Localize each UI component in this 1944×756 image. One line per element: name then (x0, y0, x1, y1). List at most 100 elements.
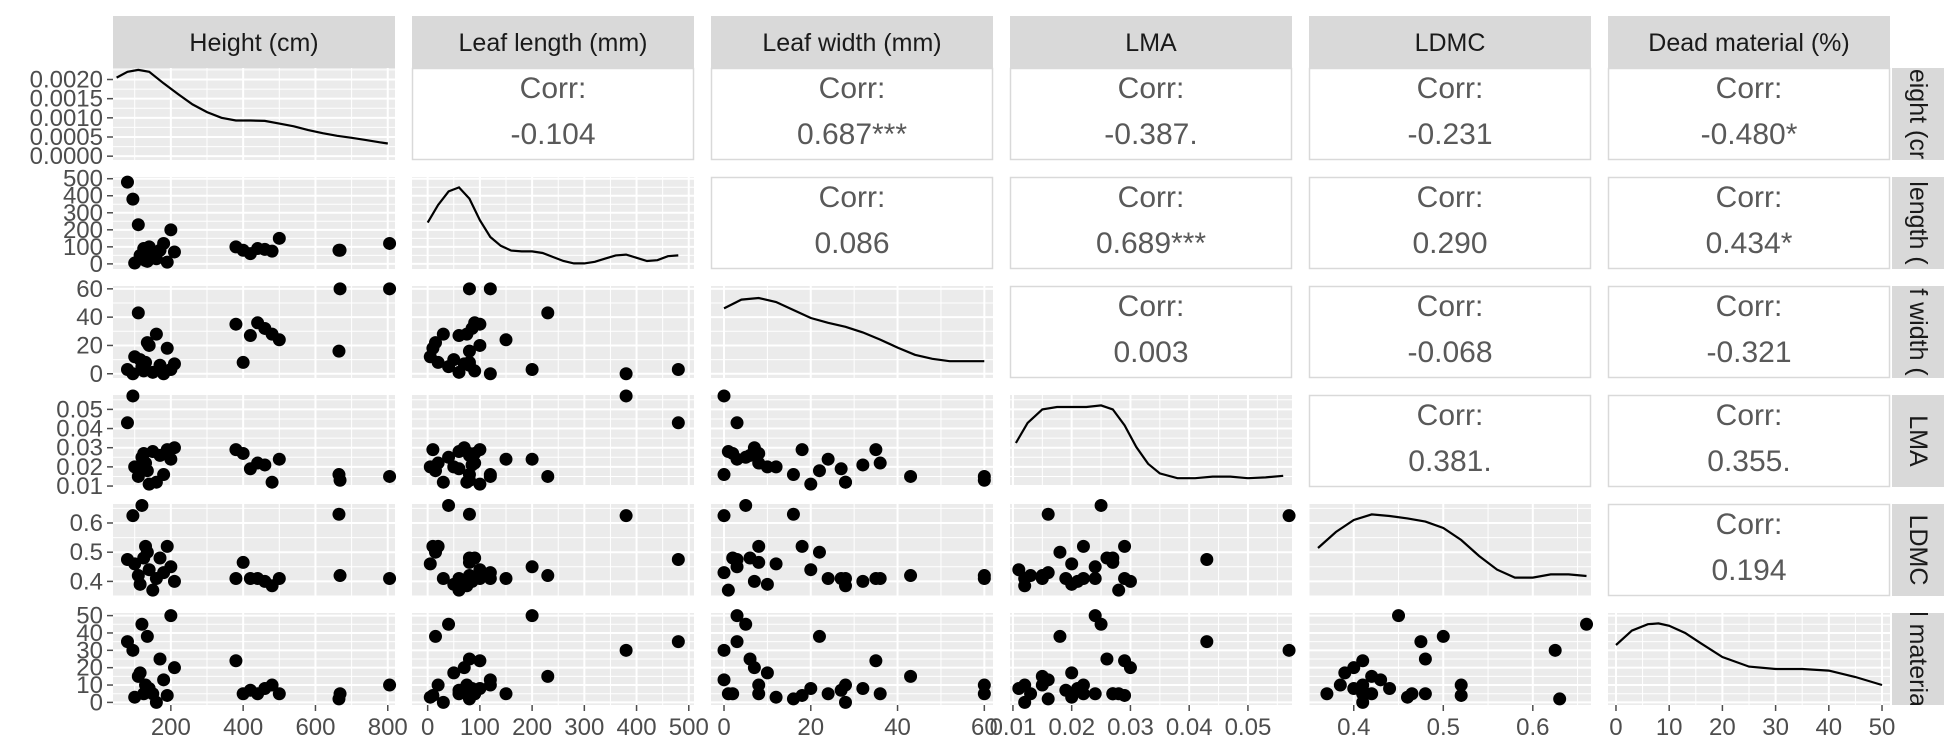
x-axis-col-0: 200 400 600 800 (151, 705, 408, 741)
data-point (167, 441, 181, 455)
y-tick-label: 0.03 (56, 435, 103, 462)
row-strip-label: f width ( (1904, 288, 1932, 376)
data-point (442, 450, 456, 464)
data-point (149, 695, 163, 709)
panel-r2-c3: Corr: 0.003 (1009, 285, 1293, 379)
y-tick-label: 0.05 (56, 396, 103, 423)
data-point (747, 574, 761, 588)
data-point (126, 192, 140, 206)
panel-r4-c4 (1308, 504, 1591, 597)
y-tick-label: 30 (76, 637, 103, 664)
data-point (717, 643, 731, 657)
panel-r3-c3 (1010, 395, 1292, 488)
data-point (1065, 666, 1079, 680)
y-tick-label: 20 (76, 332, 103, 359)
panel-r2-c5: Corr: -0.321 (1607, 285, 1891, 379)
corr-value: 0.194 (1711, 554, 1786, 587)
corr-panel-border (1009, 176, 1293, 270)
column-strip-label: Leaf length (mm) (459, 29, 648, 57)
data-point (760, 460, 774, 474)
data-point (447, 353, 461, 367)
data-point (137, 446, 151, 460)
data-point (1035, 678, 1049, 692)
data-point (272, 231, 286, 245)
y-tick-label: 0.02 (56, 454, 103, 481)
panel-r2-c1 (412, 282, 694, 381)
y-tick-label: 0 (90, 361, 103, 388)
y-tick-label: 0.01 (56, 473, 103, 500)
data-point (442, 617, 456, 631)
data-point (265, 244, 279, 258)
data-point (243, 329, 257, 343)
data-point (873, 456, 887, 470)
panel-background (711, 286, 993, 378)
data-point (473, 338, 487, 352)
corr-label: Corr: (819, 181, 886, 214)
data-point (1454, 688, 1468, 702)
panel-r5-c4 (1308, 609, 1594, 709)
data-point (1282, 509, 1296, 523)
x-tick-label: 0.02 (1048, 714, 1095, 741)
panel-r4-c0 (113, 498, 397, 597)
data-point (1392, 609, 1406, 623)
y-tick-label: 60 (76, 276, 103, 303)
x-tick-label: 100 (460, 714, 500, 741)
data-point (769, 557, 783, 571)
data-point (460, 579, 474, 593)
data-point (525, 452, 539, 466)
data-point (160, 688, 174, 702)
data-point (333, 243, 347, 257)
y-tick-label: 40 (76, 620, 103, 647)
data-point (153, 551, 167, 565)
data-point (1118, 539, 1132, 553)
data-point (164, 560, 178, 574)
data-point (717, 673, 731, 687)
corr-label: Corr: (1716, 290, 1783, 323)
data-point (525, 609, 539, 623)
data-point (541, 669, 555, 683)
corr-value: -0.231 (1407, 118, 1492, 151)
data-point (499, 452, 513, 466)
panel-r1-c1 (412, 177, 694, 269)
data-point (462, 344, 476, 358)
x-tick-label: 800 (368, 714, 408, 741)
row-strip-label: length ( (1904, 181, 1932, 265)
data-point (1118, 571, 1132, 585)
data-point (462, 507, 476, 521)
corr-value: 0.355. (1707, 445, 1790, 478)
y-tick-label: 40 (76, 304, 103, 331)
column-strip-label: LDMC (1415, 29, 1486, 57)
data-point (133, 460, 147, 474)
data-point (229, 571, 243, 585)
row-strip-label: l materia (1904, 611, 1932, 707)
data-point (131, 218, 145, 232)
data-point (499, 333, 513, 347)
panel-r1-c3: Corr: 0.689*** (1009, 176, 1293, 270)
data-point (786, 468, 800, 482)
data-point (429, 629, 442, 643)
data-point (462, 687, 476, 701)
data-point (1106, 687, 1120, 701)
data-point (1024, 569, 1038, 583)
y-tick-label: 0.5 (70, 539, 103, 566)
data-point (541, 569, 555, 583)
data-point (457, 661, 471, 675)
data-point (1320, 687, 1334, 701)
data-point (160, 255, 174, 269)
data-point (229, 654, 243, 668)
data-point (752, 687, 766, 701)
x-tick-label: 20 (1709, 714, 1736, 741)
row-strip: LDMC (1892, 504, 1944, 596)
data-point (142, 477, 156, 491)
corr-label: Corr: (1118, 290, 1185, 323)
y-tick-label: 0 (90, 251, 103, 278)
data-point (752, 539, 766, 553)
x-tick-label: 0 (421, 714, 434, 741)
data-point (1012, 563, 1026, 577)
strip-background (1892, 395, 1944, 487)
data-point (164, 609, 178, 623)
column-strip: Leaf length (mm) (412, 16, 694, 68)
y-tick-label: 0.0020 (30, 67, 103, 94)
data-point (142, 338, 156, 352)
